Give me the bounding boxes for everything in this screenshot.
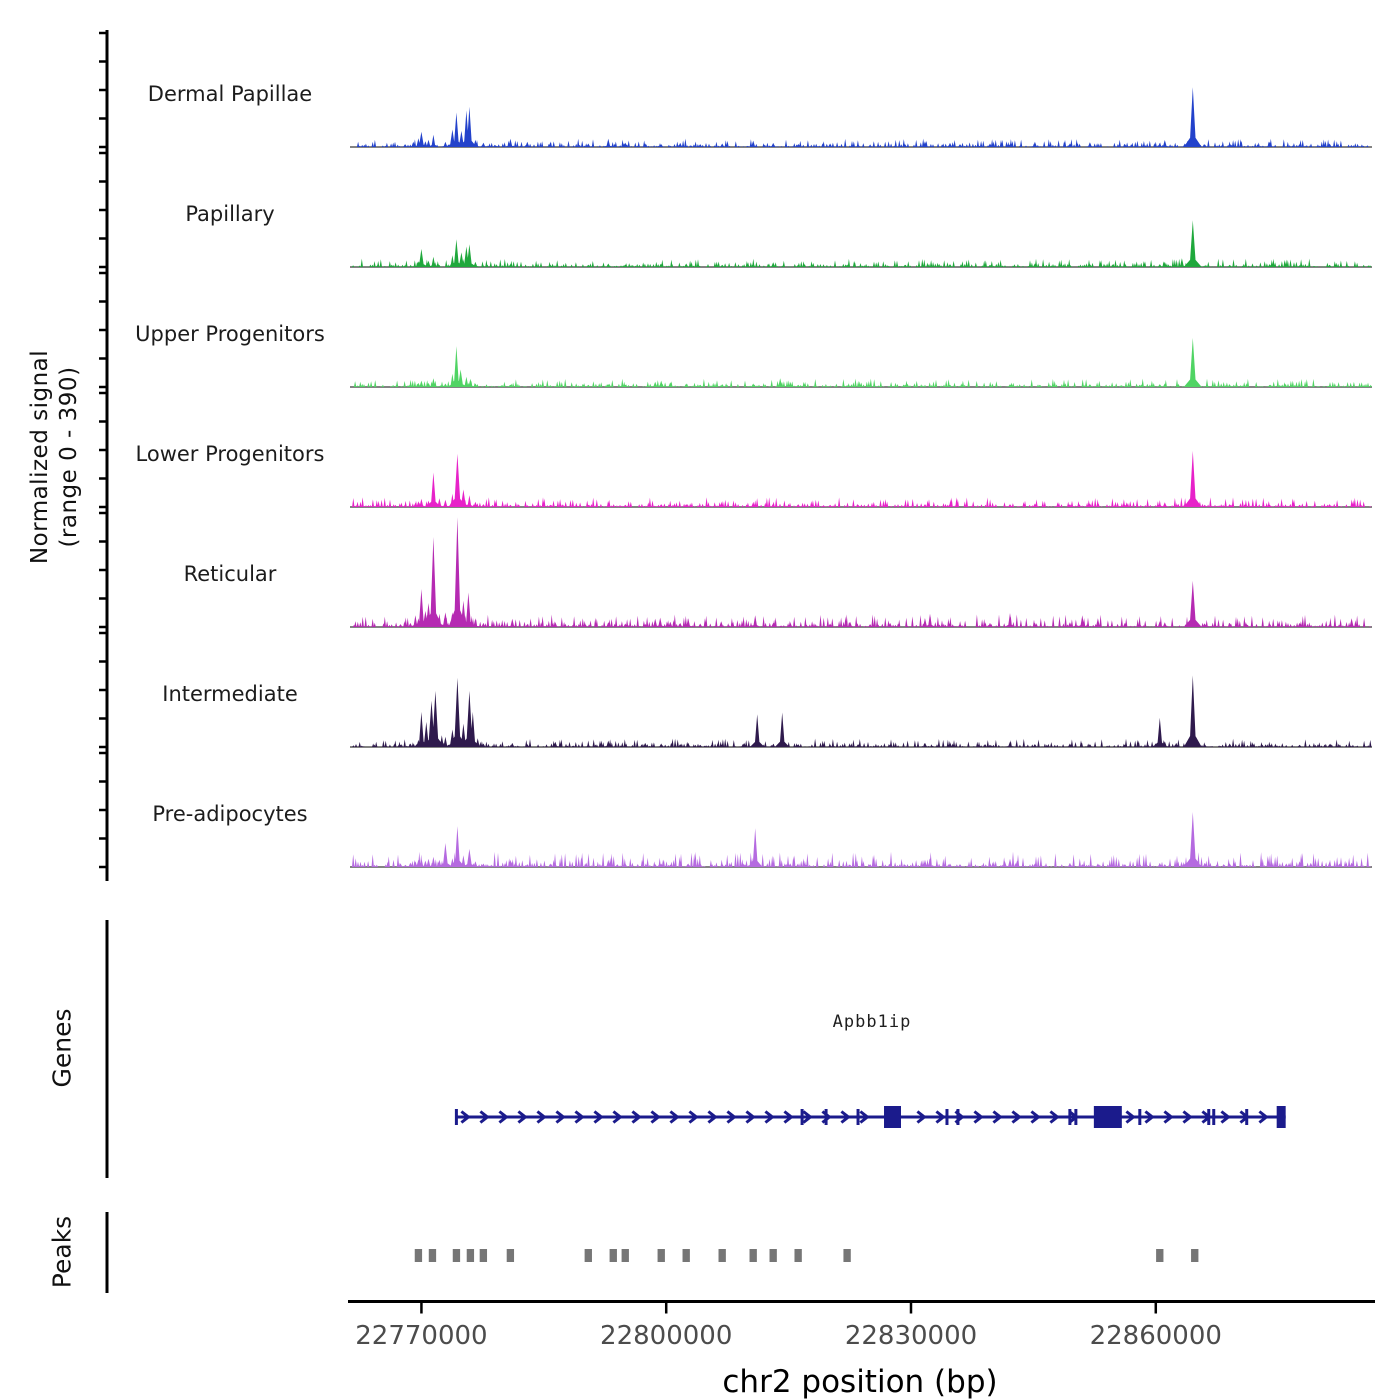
strand-arrow-icon [536, 1110, 547, 1124]
strand-arrow-icon [916, 1110, 927, 1124]
gene-name-label: Apbb1ip [832, 1012, 912, 1032]
peak-box [479, 1249, 488, 1262]
strand-arrow-icon [707, 1110, 718, 1124]
peak-box [843, 1249, 851, 1262]
signal-track-upper-progenitors [99, 271, 1372, 389]
signal-track-lower-progenitors [99, 391, 1372, 509]
peak-box [621, 1249, 629, 1262]
signal-track-dermal-papillae [99, 31, 1372, 149]
x-tick-label: 22770000 [355, 1321, 487, 1351]
track-label-intermediate: Intermediate [162, 682, 298, 706]
peak-box [682, 1249, 690, 1262]
peak-box [452, 1249, 461, 1262]
strand-arrow-icon [1220, 1110, 1231, 1124]
strand-arrow-icon [688, 1110, 699, 1124]
signal-track-intermediate [99, 631, 1372, 749]
signal-area [352, 517, 1372, 627]
strand-arrow-icon [859, 1110, 870, 1124]
x-tick-label: 22830000 [845, 1321, 977, 1351]
strand-arrow-icon [802, 1110, 813, 1124]
track-label-dermal-papillae: Dermal Papillae [147, 82, 313, 106]
peak-box [506, 1249, 515, 1262]
peak-box [718, 1249, 726, 1262]
strand-arrow-icon [726, 1110, 737, 1124]
x-tick-label: 22800000 [600, 1321, 732, 1351]
genes-section-label: Genes [47, 1008, 77, 1088]
strand-arrow-icon [669, 1110, 680, 1124]
track-label-lower-progenitors: Lower Progenitors [135, 442, 325, 466]
peak-box [1191, 1249, 1199, 1262]
peak-box [428, 1249, 437, 1262]
peak-box [657, 1249, 665, 1262]
signal-area [352, 675, 1372, 747]
strand-arrow-icon [631, 1110, 642, 1124]
peaks-section-label: Peaks [47, 1215, 77, 1289]
peak-box [584, 1249, 592, 1262]
track-label-upper-progenitors: Upper Progenitors [135, 322, 325, 346]
strand-arrow-icon [593, 1110, 604, 1124]
strand-arrow-icon [555, 1110, 566, 1124]
x-axis-title: chr2 position (bp) [722, 1364, 998, 1400]
exon-rect [1093, 1106, 1122, 1128]
signal-area [356, 87, 1369, 147]
strand-arrow-icon [992, 1110, 1003, 1124]
strand-arrow-icon [1030, 1110, 1041, 1124]
track-label-pre-adipocytes: Pre-adipocytes [152, 802, 308, 826]
strand-arrow-icon [1125, 1110, 1136, 1124]
strand-arrow-icon [1011, 1110, 1022, 1124]
strand-arrow-icon [1182, 1110, 1193, 1124]
signal-area [351, 220, 1372, 267]
signal-y-axis-label-line1: Normalized signal [27, 349, 53, 565]
peak-box [749, 1249, 757, 1262]
strand-arrow-icon [935, 1110, 946, 1124]
signal-track-papillary [99, 151, 1372, 269]
signal-y-axis-label-line2: (range 0 - 390) [56, 366, 82, 548]
signal-area [352, 812, 1371, 867]
peak-box [1156, 1249, 1164, 1262]
strand-arrow-icon [1049, 1110, 1060, 1124]
strand-arrow-icon [783, 1110, 794, 1124]
track-label-reticular: Reticular [183, 562, 277, 586]
strand-arrow-icon [745, 1110, 756, 1124]
signal-area [353, 337, 1372, 387]
strand-arrow-icon [1144, 1110, 1155, 1124]
peak-intervals [414, 1249, 1199, 1262]
x-tick-label: 22860000 [1090, 1321, 1222, 1351]
strand-arrow-icon [973, 1110, 984, 1124]
strand-arrow-icon [840, 1110, 851, 1124]
strand-arrow-icon [517, 1110, 528, 1124]
signal-track-pre-adipocytes [99, 751, 1372, 869]
peak-box [609, 1249, 617, 1262]
peak-box [794, 1249, 802, 1262]
peak-box [414, 1249, 423, 1262]
exon-rect [1276, 1106, 1286, 1128]
strand-arrow-icon [460, 1110, 471, 1124]
strand-arrow-icon [574, 1110, 585, 1124]
signal-area [352, 450, 1372, 507]
gene-model-apbb1ip [454, 1106, 1286, 1128]
strand-arrow-icon [612, 1110, 623, 1124]
strand-arrow-icon [479, 1110, 490, 1124]
exon-rect [884, 1106, 901, 1128]
strand-arrow-icon [764, 1110, 775, 1124]
strand-arrow-icon [498, 1110, 509, 1124]
peak-box [466, 1249, 475, 1262]
peak-box [769, 1249, 777, 1262]
track-label-papillary: Papillary [185, 202, 275, 226]
strand-arrow-icon [1258, 1110, 1269, 1124]
signal-track-reticular [99, 511, 1372, 629]
strand-arrow-icon [1163, 1110, 1174, 1124]
strand-arrow-icon [650, 1110, 661, 1124]
